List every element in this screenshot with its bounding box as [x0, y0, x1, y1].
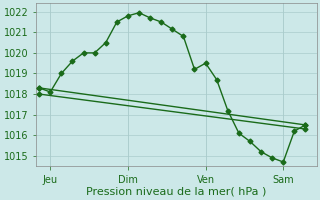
X-axis label: Pression niveau de la mer( hPa ): Pression niveau de la mer( hPa ) — [86, 187, 266, 197]
